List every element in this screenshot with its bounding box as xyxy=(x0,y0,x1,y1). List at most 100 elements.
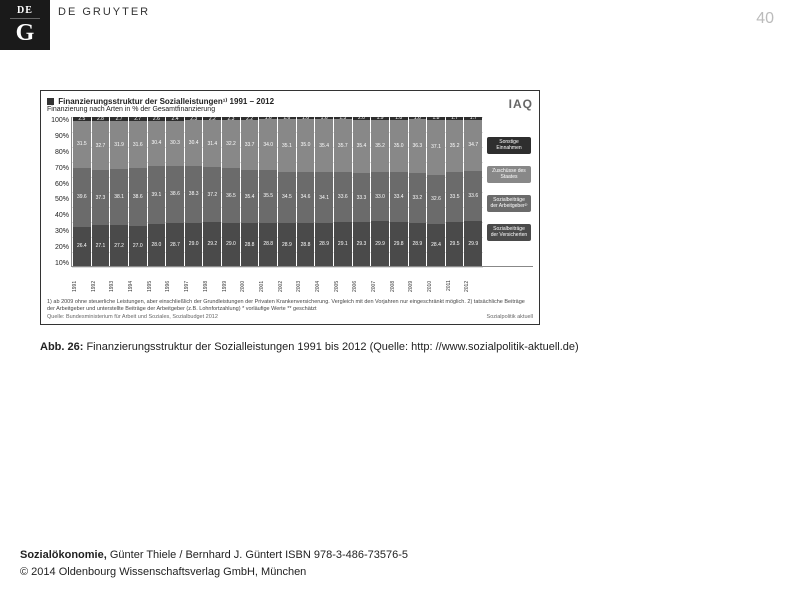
x-tick: 1996 xyxy=(165,277,183,295)
bar-segment: 29.0 xyxy=(222,223,240,266)
bar: 1.734.733.629.9 xyxy=(464,117,482,266)
bar: 2.630.439.128.0 xyxy=(148,117,166,266)
bar-segment: 30.4 xyxy=(185,120,203,165)
bar-segment: 35.4 xyxy=(241,170,259,223)
bar-segment: 36.3 xyxy=(409,119,427,173)
logo-de-text: DE xyxy=(17,5,33,16)
bar-segment: 39.6 xyxy=(73,168,91,227)
bar: 2.330.438.329.0 xyxy=(185,117,203,266)
bar: 1.535.733.629.1 xyxy=(334,117,352,266)
bar-segment: 35.2 xyxy=(371,120,389,172)
bar: 2.731.638.627.0 xyxy=(129,117,147,266)
chart-footnote: 1) ab 2009 ohne steuerliche Leistungen, … xyxy=(47,299,533,312)
x-tick: 2007 xyxy=(371,277,389,295)
x-tick: 1998 xyxy=(203,277,221,295)
bar: 2.832.737.327.1 xyxy=(92,117,110,266)
bar-segment: 31.5 xyxy=(73,121,91,168)
bar-segment: 38.1 xyxy=(110,169,128,226)
caption-label: Abb. 26: xyxy=(40,341,83,353)
legend-item: Sonstige Einnahmen xyxy=(487,137,531,154)
bar-segment: 32.7 xyxy=(92,121,110,170)
bar-segment: 33.4 xyxy=(390,172,408,222)
logo-g-text: G xyxy=(10,18,40,45)
bar-segment: 33.6 xyxy=(334,172,352,222)
bar-segment: 39.1 xyxy=(148,166,166,224)
page-footer: Sozialökonomie, Günter Thiele / Bernhard… xyxy=(20,547,408,580)
bar-segment: 33.2 xyxy=(409,173,427,222)
bar-segment: 30.4 xyxy=(148,121,166,166)
y-tick: 90% xyxy=(47,133,69,140)
bar-segment: 31.6 xyxy=(129,121,147,168)
page-number: 40 xyxy=(756,10,774,28)
bar-segment: 34.1 xyxy=(315,172,333,223)
bar-segment: 35.1 xyxy=(278,119,296,171)
chart-container: Finanzierungsstruktur der Sozialleistung… xyxy=(40,90,540,325)
bar-segment: 28.9 xyxy=(409,223,427,266)
x-tick: 2000 xyxy=(240,277,258,295)
x-tick: 1993 xyxy=(109,277,127,295)
bar-segment: 38.6 xyxy=(166,166,184,224)
publisher-logo: DE G xyxy=(0,0,50,50)
bar-segment: 35.7 xyxy=(334,119,352,172)
bars-row: 2.531.539.626.42.832.737.327.12.731.938.… xyxy=(72,117,483,266)
chart-header: Finanzierungsstruktur der Sozialleistung… xyxy=(47,97,533,113)
bar-segment: 33.3 xyxy=(353,173,371,223)
bar-segment: 30.3 xyxy=(166,121,184,166)
x-tick: 2001 xyxy=(259,277,277,295)
x-tick: 1992 xyxy=(91,277,109,295)
bar: 1.935.233.029.9 xyxy=(371,117,389,266)
bar-segment: 29.9 xyxy=(371,221,389,266)
bar: 1.636.333.228.9 xyxy=(409,117,427,266)
bar-segment: 27.0 xyxy=(129,226,147,266)
bar-segment: 32.6 xyxy=(427,175,445,224)
bar: 1.634.035.528.8 xyxy=(259,117,277,266)
legend-square-icon xyxy=(47,98,54,105)
y-tick: 70% xyxy=(47,165,69,172)
bar-segment: 28.7 xyxy=(166,223,184,266)
bar-segment: 28.0 xyxy=(148,224,166,266)
bar-segment: 29.8 xyxy=(390,222,408,266)
legend-item: Sozialbeiträge der Versicherten xyxy=(487,224,531,241)
x-tick: 1995 xyxy=(147,277,165,295)
bar-segment: 34.0 xyxy=(259,119,277,170)
bar-segment: 26.4 xyxy=(73,227,91,266)
x-tick: 2005 xyxy=(334,277,352,295)
y-tick: 20% xyxy=(47,244,69,251)
y-tick: 80% xyxy=(47,149,69,156)
bar-segment: 28.4 xyxy=(427,224,445,266)
bar-segment: 37.2 xyxy=(203,167,221,222)
bars-area: 2.531.539.626.42.832.737.327.12.731.938.… xyxy=(71,117,533,267)
y-tick: 40% xyxy=(47,212,69,219)
footer-copyright: © 2014 Oldenbourg Wissenschaftsverlag Gm… xyxy=(20,564,408,581)
bar-segment: 28.9 xyxy=(315,223,333,266)
bar-segment: 35.0 xyxy=(297,119,315,171)
chart-source-left: Quelle: Bundesministerium für Arbeit und… xyxy=(47,314,218,320)
book-title: Sozialökonomie, xyxy=(20,549,107,561)
bar-segment: 28.8 xyxy=(241,223,259,266)
grid-line xyxy=(72,267,483,268)
bar-segment: 35.2 xyxy=(446,120,464,172)
bar-segment: 33.5 xyxy=(446,172,464,222)
x-tick: 2009 xyxy=(408,277,426,295)
bar-segment: 35.4 xyxy=(315,119,333,172)
x-tick: 2008 xyxy=(390,277,408,295)
bar-segment: 28.8 xyxy=(297,223,315,266)
bar-segment: 27.1 xyxy=(92,225,110,265)
figure-caption: Abb. 26: Finanzierungsstruktur der Sozia… xyxy=(40,341,794,353)
footer-line-1: Sozialökonomie, Günter Thiele / Bernhard… xyxy=(20,547,408,564)
chart-box: Finanzierungsstruktur der Sozialleistung… xyxy=(40,90,540,325)
x-tick: 1994 xyxy=(128,277,146,295)
chart-titles: Finanzierungsstruktur der Sozialleistung… xyxy=(47,97,274,113)
x-tick: 1997 xyxy=(184,277,202,295)
header: DE G DE GRUYTER xyxy=(0,0,794,50)
y-tick: 30% xyxy=(47,228,69,235)
legend-item: Sozialbeiträge der Arbeitgeber²⁾ xyxy=(487,195,531,212)
bar: 1.635.434.128.9 xyxy=(315,117,333,266)
bar: 1.635.134.528.9 xyxy=(278,117,296,266)
chart-title: Finanzierungsstruktur der Sozialleistung… xyxy=(47,97,274,106)
footer-authors: Günter Thiele / Bernhard J. Güntert ISBN… xyxy=(107,549,408,561)
bar-segment: 29.5 xyxy=(446,222,464,266)
bar-segment: 29.9 xyxy=(464,221,482,266)
plot-area: 100%90%80%70%60%50%40%30%20%10% 2.531.53… xyxy=(47,117,533,277)
bar-segment: 27.2 xyxy=(110,225,128,266)
